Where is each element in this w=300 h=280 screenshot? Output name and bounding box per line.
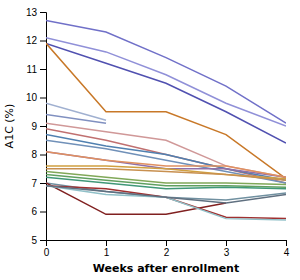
tick: 12 bbox=[26, 35, 46, 46]
tick-label: 12 bbox=[26, 35, 38, 46]
x-axis-title: Weeks after enrollment bbox=[93, 262, 239, 275]
line bbox=[46, 21, 286, 124]
y-axis-line bbox=[40, 13, 47, 241]
chart: 012345678910111213Weeks after enrollment… bbox=[0, 0, 300, 280]
tick-mark bbox=[40, 155, 46, 156]
tick-label: 6 bbox=[31, 206, 37, 217]
x-axis-line bbox=[47, 241, 287, 247]
tick: 5 bbox=[31, 235, 46, 246]
y-axis-title: A1C (%) bbox=[3, 104, 16, 149]
tick: 8 bbox=[31, 149, 46, 160]
tick-label: 8 bbox=[31, 149, 37, 160]
line bbox=[46, 140, 286, 183]
tick-label: 3 bbox=[224, 247, 230, 258]
tick: 9 bbox=[31, 121, 46, 132]
tick-label: 11 bbox=[27, 64, 38, 75]
tick-mark bbox=[40, 240, 46, 241]
tick-mark bbox=[40, 12, 46, 13]
tick-label: 1 bbox=[104, 247, 110, 258]
tick-label: 0 bbox=[44, 247, 50, 258]
tick-mark bbox=[40, 212, 46, 213]
tick-mark bbox=[40, 41, 46, 42]
tick-label: 4 bbox=[284, 247, 290, 258]
tick: 13 bbox=[26, 7, 46, 18]
tick-label: 7 bbox=[31, 178, 37, 189]
tick-mark bbox=[40, 98, 46, 99]
tick-mark bbox=[40, 183, 46, 184]
line bbox=[46, 103, 106, 120]
tick: 3 bbox=[224, 240, 230, 258]
tick-label: 2 bbox=[164, 247, 170, 258]
tick: 2 bbox=[164, 240, 170, 258]
tick: 11 bbox=[27, 64, 46, 75]
tick-mark bbox=[166, 240, 167, 246]
tick-mark bbox=[40, 69, 46, 70]
tick-mark bbox=[286, 240, 287, 246]
tick-label: 5 bbox=[31, 235, 37, 246]
line bbox=[46, 38, 286, 126]
tick-mark bbox=[226, 240, 227, 246]
line bbox=[46, 186, 286, 220]
tick-mark bbox=[106, 240, 107, 246]
line bbox=[46, 43, 286, 178]
lines bbox=[46, 21, 286, 221]
tick-mark bbox=[40, 126, 46, 127]
tick: 1 bbox=[104, 240, 110, 258]
y-axis: 5 6 7 8 9 10 11 12 13 bbox=[26, 7, 47, 246]
tick: 0 bbox=[44, 240, 50, 258]
tick: 7 bbox=[31, 178, 46, 189]
tick-label: 13 bbox=[26, 7, 38, 18]
line bbox=[46, 152, 286, 178]
line bbox=[46, 115, 106, 124]
tick: 10 bbox=[26, 92, 46, 103]
tick-label: 9 bbox=[31, 121, 37, 132]
line bbox=[46, 135, 286, 181]
line bbox=[46, 152, 286, 178]
tick: 6 bbox=[31, 206, 46, 217]
tick: 4 bbox=[284, 240, 290, 258]
line bbox=[46, 186, 286, 203]
tick-label: 10 bbox=[26, 92, 38, 103]
x-axis: 0 1 2 3 4 bbox=[44, 240, 290, 258]
